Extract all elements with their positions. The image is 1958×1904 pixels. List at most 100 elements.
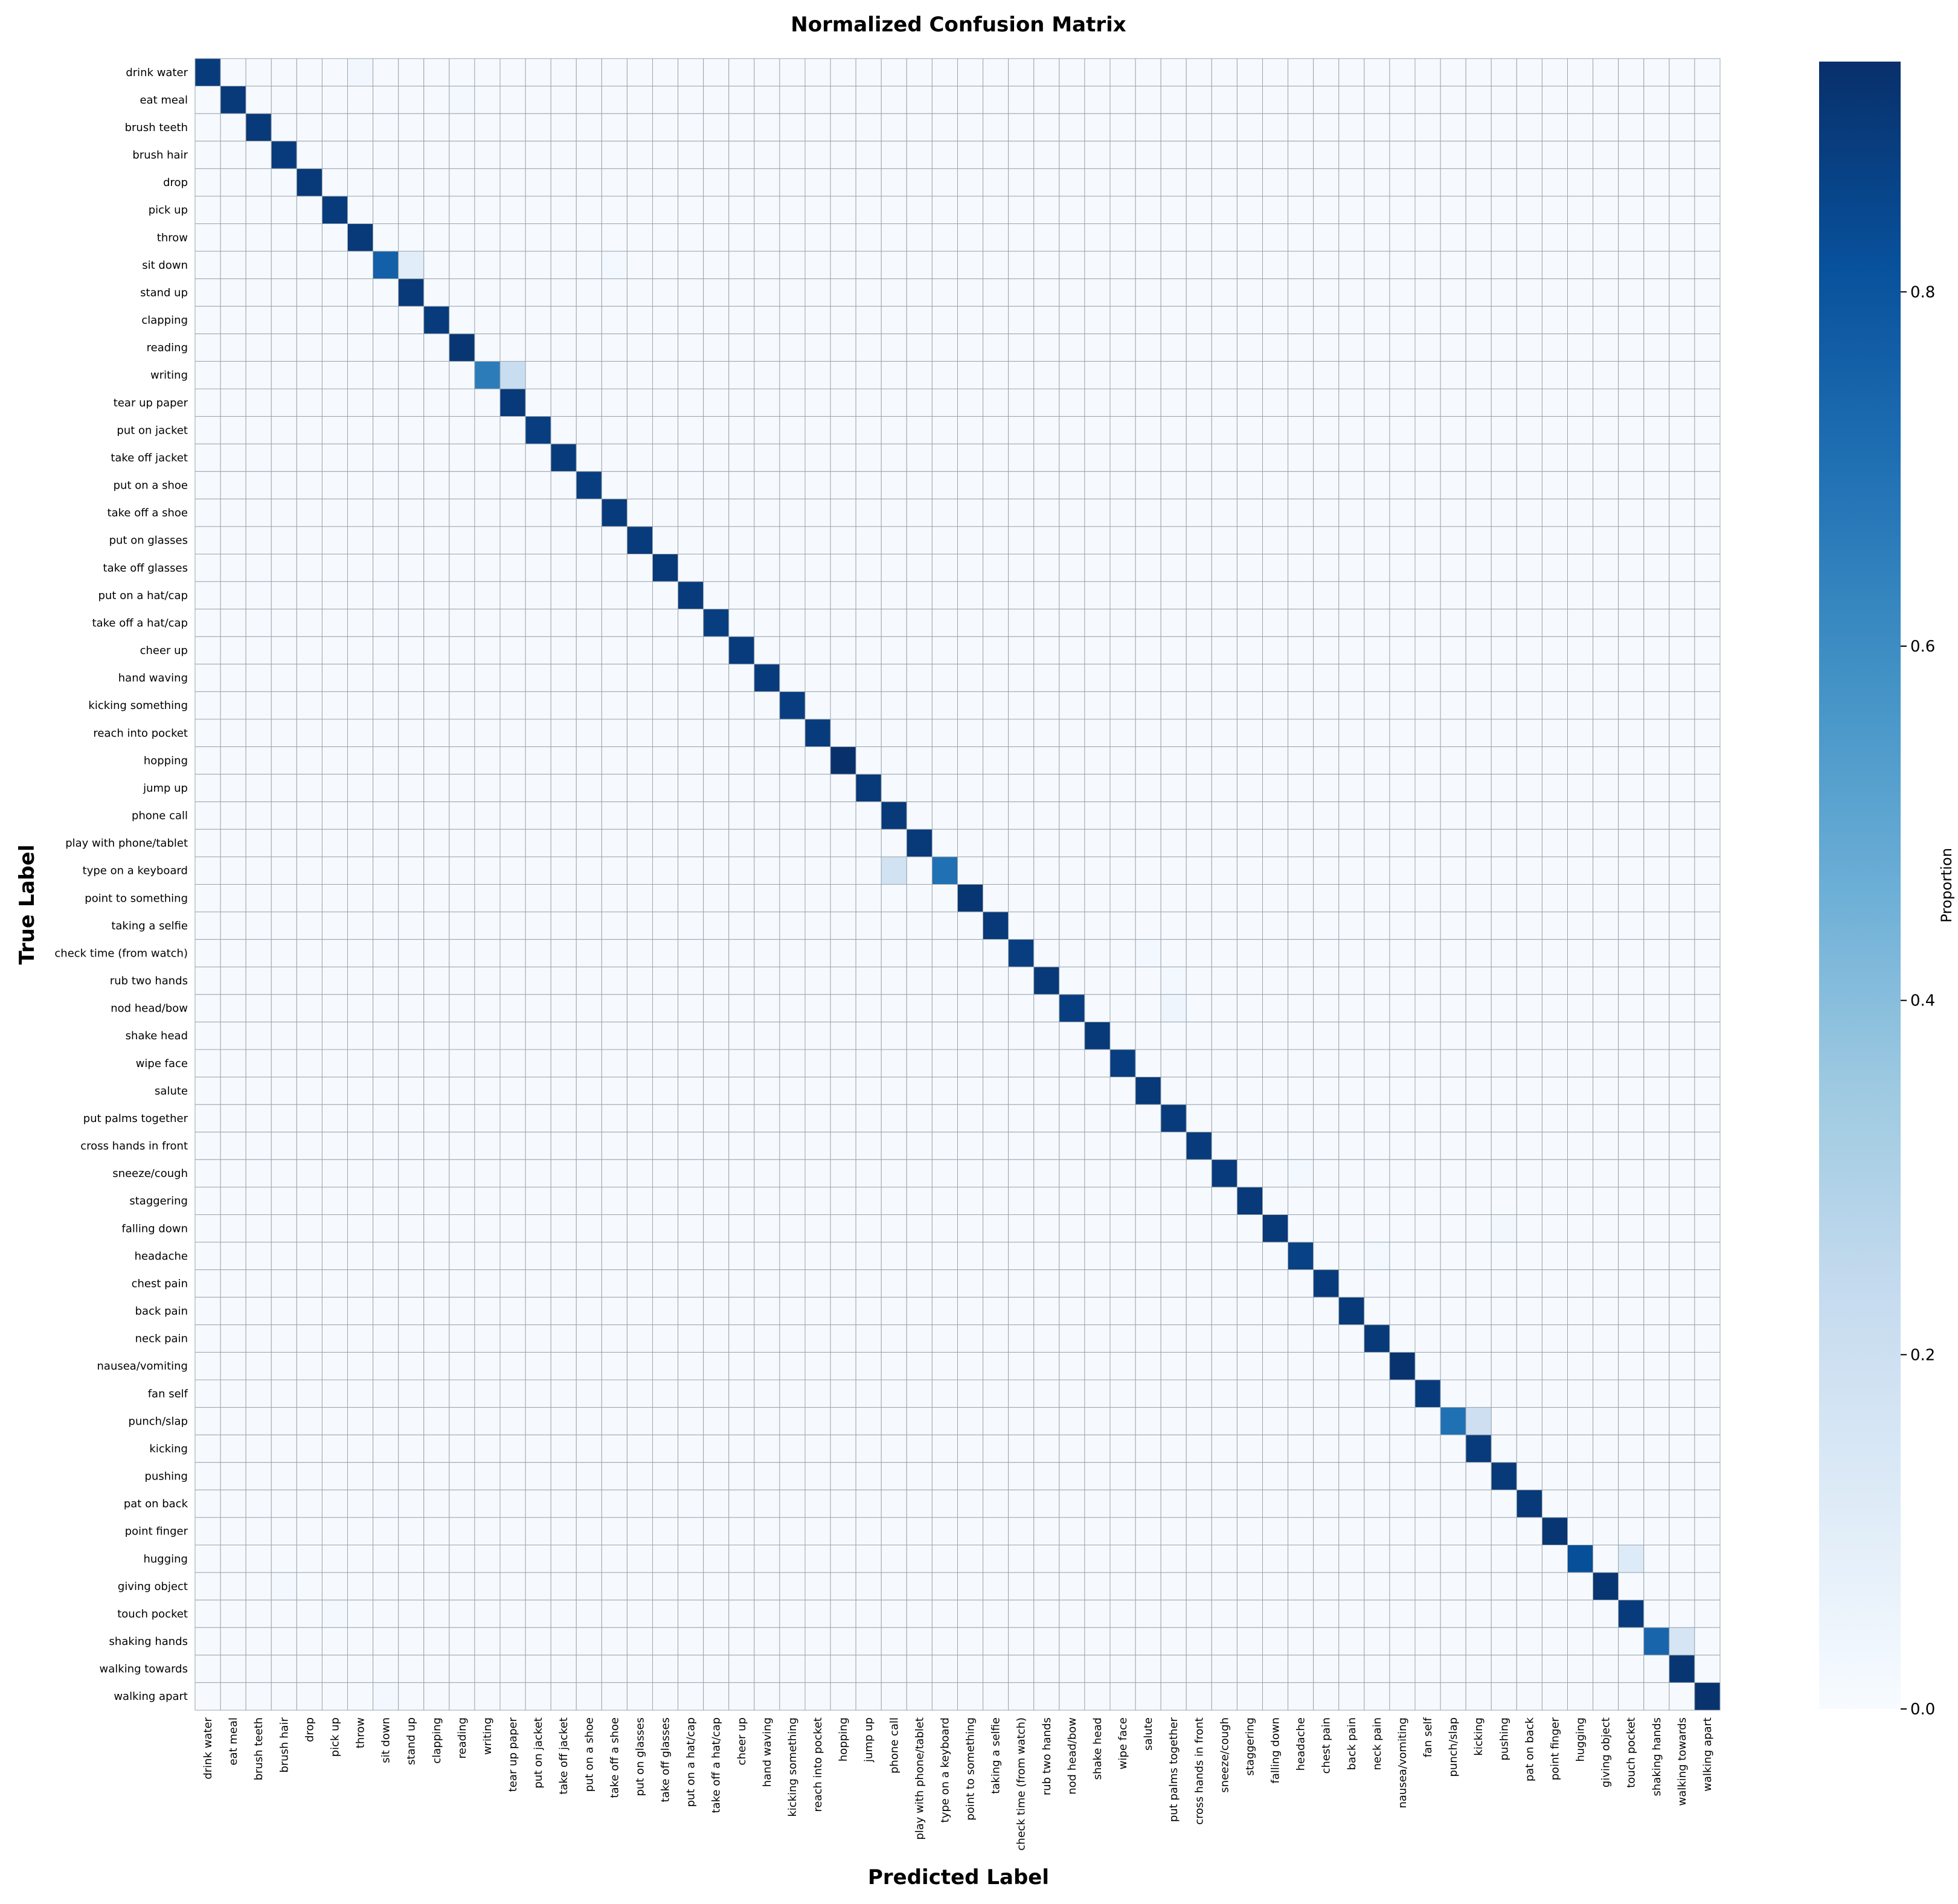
heatmap-cell [220, 829, 246, 857]
heatmap-cell [321, 196, 348, 224]
heatmap-cell [1491, 801, 1517, 830]
heatmap-cell [1135, 1379, 1161, 1408]
heatmap-cell [525, 1407, 551, 1435]
heatmap-cell [373, 554, 399, 582]
heatmap-cell [1491, 884, 1517, 912]
heatmap-cell [296, 1379, 323, 1408]
heatmap-cell [1288, 471, 1314, 499]
heatmap-cell [1236, 994, 1263, 1022]
heatmap-cell [626, 1407, 653, 1435]
heatmap-cell [321, 361, 348, 389]
heatmap-cell [373, 498, 399, 527]
heatmap-cell [1109, 636, 1136, 665]
heatmap-cell [931, 141, 958, 169]
heatmap-cell [652, 1132, 679, 1160]
heatmap-cell [728, 58, 755, 87]
heatmap-cell [931, 1242, 958, 1271]
heatmap-cell [1618, 1407, 1645, 1435]
heatmap-cell [601, 801, 628, 830]
heatmap-cell [550, 1434, 577, 1463]
heatmap-cell [1491, 581, 1517, 610]
heatmap-cell [1414, 1545, 1441, 1573]
heatmap-cell [1186, 141, 1212, 169]
heatmap-cell [1694, 609, 1721, 637]
heatmap-cell [1389, 801, 1416, 830]
heatmap-cell [1465, 1021, 1492, 1050]
heatmap-cell [1694, 1682, 1721, 1711]
heatmap-cell [804, 911, 831, 940]
heatmap-cell [1313, 856, 1340, 885]
heatmap-cell [1694, 1572, 1721, 1601]
heatmap-cell [525, 526, 551, 555]
heatmap-cell [957, 278, 984, 307]
heatmap-cell [1135, 141, 1161, 169]
heatmap-cell [398, 1517, 425, 1546]
heatmap-cell [1160, 829, 1187, 857]
heatmap-cell [1491, 471, 1517, 499]
heatmap-cell [1262, 856, 1289, 885]
heatmap-cell [1109, 1132, 1136, 1160]
heatmap-cell [1440, 691, 1466, 720]
y-tick-label: throw [157, 231, 188, 244]
heatmap-cell [449, 774, 475, 803]
heatmap-cell [525, 1269, 551, 1298]
heatmap-cell [1338, 1187, 1365, 1215]
heatmap-cell [245, 1324, 272, 1353]
heatmap-cell [321, 1517, 348, 1546]
heatmap-cell [1059, 361, 1085, 389]
heatmap-cell [678, 416, 704, 444]
heatmap-cell [373, 1297, 399, 1325]
heatmap-cell [931, 746, 958, 775]
heatmap-cell [1338, 223, 1365, 252]
heatmap-cell [1541, 856, 1568, 885]
heatmap-cell [347, 1655, 374, 1683]
heatmap-cell [906, 939, 932, 967]
heatmap-cell [525, 1517, 551, 1546]
heatmap-cell [1033, 939, 1060, 967]
heatmap-cell [1541, 58, 1568, 87]
heatmap-cell [220, 636, 246, 665]
heatmap-cell [779, 196, 806, 224]
heatmap-cell [1109, 1655, 1136, 1683]
heatmap-cell [398, 361, 425, 389]
heatmap-cell [220, 994, 246, 1022]
y-tick-label: put on glasses [109, 534, 188, 547]
heatmap-cell [1288, 856, 1314, 885]
heatmap-cell [321, 1187, 348, 1215]
heatmap-cell [474, 196, 501, 224]
heatmap-cell [423, 1351, 450, 1380]
heatmap-cell [1211, 1269, 1237, 1298]
heatmap-cell [1008, 306, 1035, 335]
heatmap-cell [1694, 1104, 1721, 1133]
heatmap-cell [1567, 251, 1594, 280]
heatmap-cell [1008, 1434, 1035, 1463]
heatmap-cell [1491, 1077, 1517, 1105]
heatmap-cell [321, 746, 348, 775]
heatmap-cell [474, 1489, 501, 1518]
heatmap-cell [550, 1324, 577, 1353]
heatmap-cell [1135, 1104, 1161, 1133]
heatmap-cell [245, 1049, 272, 1078]
heatmap-cell [1593, 1407, 1619, 1435]
heatmap-cell [1414, 58, 1441, 87]
heatmap-cell [804, 966, 831, 995]
y-tick-label: cross hands in front [80, 1140, 188, 1153]
heatmap-cell [449, 1297, 475, 1325]
heatmap-cell [1643, 361, 1670, 389]
heatmap-cell [271, 1627, 297, 1656]
heatmap-cell [1669, 1104, 1695, 1133]
heatmap-cell [499, 719, 526, 748]
heatmap-cell [804, 719, 831, 748]
heatmap-cell [474, 1104, 501, 1133]
heatmap-cell [779, 361, 806, 389]
heatmap-cell [321, 1379, 348, 1408]
heatmap-cell [1084, 1462, 1111, 1490]
heatmap-cell [347, 1600, 374, 1628]
heatmap-cell [754, 1600, 780, 1628]
heatmap-cell [321, 719, 348, 748]
y-tick-label: reading [147, 342, 188, 354]
heatmap-cell [1694, 1434, 1721, 1463]
heatmap-cell [398, 719, 425, 748]
heatmap-cell [1313, 1434, 1340, 1463]
